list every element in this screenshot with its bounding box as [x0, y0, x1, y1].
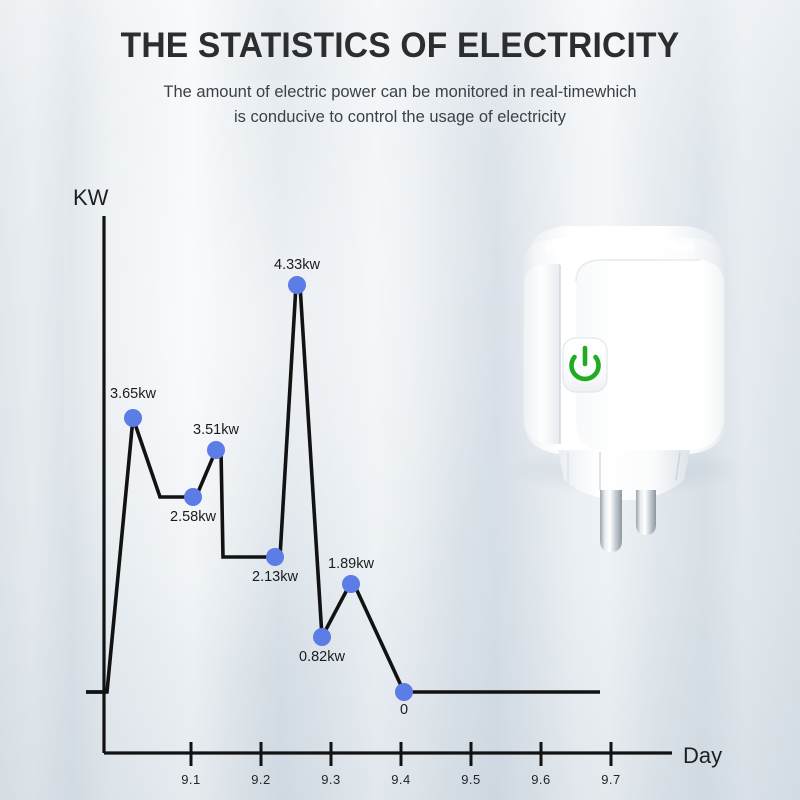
plug-prong-right — [636, 490, 656, 535]
subtitle-line-1: The amount of electric power can be moni… — [163, 83, 637, 101]
subtitle-line-2: is conducive to control the usage of ele… — [233, 108, 566, 126]
smart-plug-illustration — [506, 226, 746, 552]
plug-prong-left — [600, 490, 622, 552]
plug-front-face — [576, 260, 724, 450]
plug-collar-seam-right — [675, 451, 681, 481]
page-subtitle: The amount of electric power can be moni… — [0, 80, 800, 130]
page-title: THE STATISTICS OF ELECTRICITY — [120, 26, 680, 65]
smart-plug-product — [494, 218, 754, 608]
plug-left-bevel — [524, 264, 560, 444]
plug-face-edge-highlight — [575, 259, 700, 283]
header: THE STATISTICS OF ELECTRICITY The amount… — [0, 26, 800, 130]
plug-top-sheen — [546, 238, 694, 252]
background-glow — [64, 80, 544, 720]
